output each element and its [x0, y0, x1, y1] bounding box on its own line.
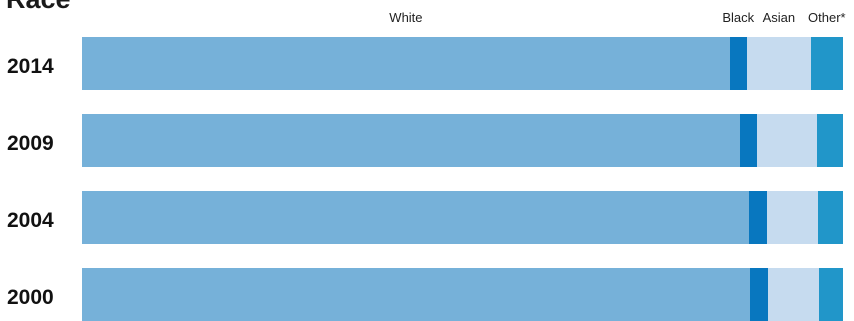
year-label-2014: 2014 — [7, 55, 54, 78]
bar-segment-asian-2004 — [766, 191, 818, 244]
chart-title: Race — [6, 0, 71, 13]
bar-segment-other-2000 — [819, 268, 843, 321]
bar-row-2000 — [82, 268, 843, 321]
bar-segment-black-2004 — [748, 191, 767, 244]
legend-label-asian: Asian — [762, 10, 796, 25]
bar-segment-asian-2009 — [757, 114, 818, 167]
bar-segment-white-2009 — [82, 114, 740, 167]
bar-segment-white-2014 — [82, 37, 730, 90]
bar-segment-other-2014 — [811, 37, 843, 90]
year-label-2004: 2004 — [7, 209, 54, 232]
bar-segment-black-2000 — [750, 268, 769, 321]
bar-segment-black-2009 — [739, 114, 757, 167]
bar-segment-black-2014 — [729, 37, 748, 90]
legend-label-black: Black — [722, 10, 755, 25]
year-label-2009: 2009 — [7, 132, 54, 155]
bar-segment-white-2004 — [82, 191, 749, 244]
bar-row-2014 — [82, 37, 843, 90]
bar-segment-white-2000 — [82, 268, 751, 321]
bar-segment-asian-2000 — [768, 268, 820, 321]
bar-segment-other-2009 — [817, 114, 843, 167]
bar-segment-other-2004 — [817, 191, 843, 244]
year-label-2000: 2000 — [7, 286, 54, 309]
bar-segment-asian-2014 — [747, 37, 812, 90]
legend-label-other: Other* — [808, 10, 846, 25]
legend-label-white: White — [389, 10, 423, 25]
bar-row-2004 — [82, 191, 843, 244]
bar-row-2009 — [82, 114, 843, 167]
